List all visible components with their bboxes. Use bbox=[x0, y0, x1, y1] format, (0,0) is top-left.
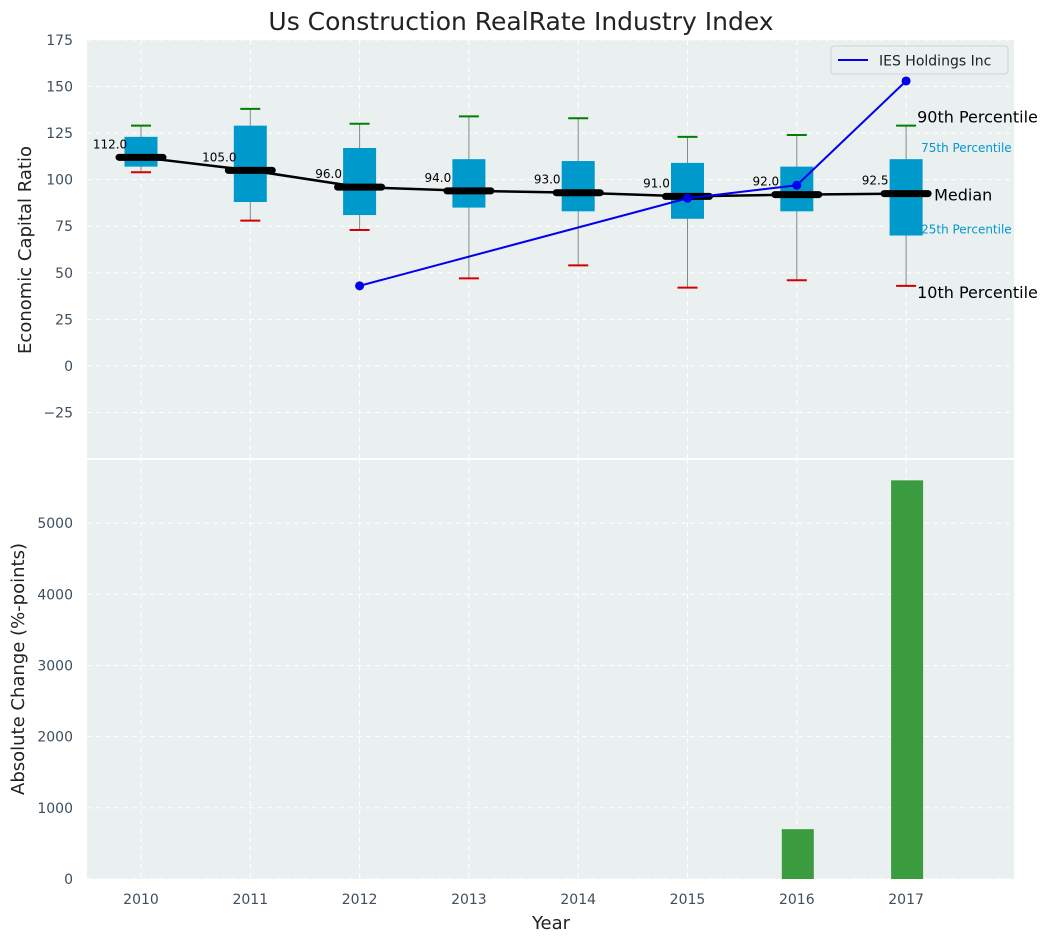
annotation-p90: 90th Percentile bbox=[917, 108, 1038, 127]
bottom-panel-background bbox=[87, 459, 1014, 879]
x-tick-label: 2012 bbox=[342, 892, 378, 908]
top-panel-background bbox=[87, 40, 1014, 459]
iqr-box bbox=[452, 159, 486, 208]
axes: −25 0 25 50 75 100 125 150 175 0 1000 2000 3000 4000 5… bbox=[37, 33, 1014, 908]
iqr-box bbox=[561, 161, 595, 212]
median-value-label: 105.0 bbox=[202, 150, 236, 164]
bottom-y-tick-label: 4000 bbox=[37, 587, 73, 603]
top-y-tick-label: 125 bbox=[46, 126, 73, 142]
top-y-tick-label: 50 bbox=[55, 266, 73, 282]
change-bar bbox=[891, 480, 924, 879]
median-value-label: 93.0 bbox=[534, 173, 561, 187]
x-tick-label: 2015 bbox=[670, 892, 706, 908]
median-value-label: 96.0 bbox=[315, 167, 342, 181]
top-y-tick-label: 175 bbox=[46, 33, 73, 49]
median-value-label: 92.0 bbox=[752, 175, 779, 189]
x-tick-label: 2010 bbox=[123, 892, 159, 908]
top-y-tick-label: −25 bbox=[43, 405, 73, 421]
x-tick-label: 2014 bbox=[560, 892, 596, 908]
annotation-q1: 25th Percentile bbox=[921, 223, 1012, 237]
median-value-label: 91.0 bbox=[643, 176, 670, 190]
top-y-tick-label: 0 bbox=[64, 359, 73, 375]
legend-entry-company: IES Holdings Inc bbox=[879, 54, 991, 70]
bottom-panel-plot bbox=[781, 480, 924, 879]
top-y-tick-label: 25 bbox=[55, 312, 73, 328]
legend: IES Holdings Inc bbox=[830, 45, 1009, 75]
iqr-box bbox=[124, 136, 158, 167]
bottom-y-tick-label: 3000 bbox=[37, 658, 73, 674]
legend-frame bbox=[830, 45, 1009, 75]
iqr-box bbox=[889, 159, 923, 236]
x-tick-label: 2013 bbox=[451, 892, 487, 908]
median-value-label: 112.0 bbox=[93, 137, 127, 151]
chart-title: Us Construction RealRate Industry Index bbox=[268, 7, 773, 36]
bottom-y-axis-title: Absolute Change (%-points) bbox=[8, 543, 29, 795]
iqr-box bbox=[671, 162, 704, 219]
bottom-y-tick-label: 2000 bbox=[37, 730, 73, 746]
annotation-p10: 10th Percentile bbox=[917, 283, 1038, 302]
company-line bbox=[359, 80, 907, 287]
top-y-tick-label: 100 bbox=[46, 173, 73, 189]
top-y-tick-label: 150 bbox=[46, 80, 73, 96]
top-y-axis-title: Economic Capital Ratio bbox=[15, 146, 36, 354]
median-value-label: 94.0 bbox=[425, 171, 452, 185]
company-point bbox=[792, 180, 802, 190]
company-point bbox=[355, 281, 365, 291]
x-tick-label: 2017 bbox=[888, 892, 924, 908]
x-axis-title: Year bbox=[531, 913, 571, 934]
top-panel-plot: 112.0 105.0 96.0 94.0 93.0 91.0 92.0 92.5 90th P… bbox=[93, 76, 1038, 302]
bottom-y-tick-label: 0 bbox=[64, 872, 73, 888]
x-tick-label: 2011 bbox=[232, 892, 268, 908]
x-tick-label: 2016 bbox=[779, 892, 815, 908]
top-y-tick-label: 75 bbox=[55, 219, 73, 235]
annotation-q3: 75th Percentile bbox=[921, 141, 1012, 155]
iqr-box bbox=[343, 148, 377, 216]
company-point bbox=[683, 193, 692, 203]
bottom-y-tick-label: 5000 bbox=[37, 516, 73, 532]
median-value-label: 92.5 bbox=[862, 174, 889, 188]
change-bar bbox=[781, 829, 814, 879]
bottom-y-tick-label: 1000 bbox=[37, 801, 73, 817]
iqr-box bbox=[233, 125, 267, 203]
company-point bbox=[901, 76, 911, 86]
annotation-median: Median bbox=[934, 186, 992, 205]
